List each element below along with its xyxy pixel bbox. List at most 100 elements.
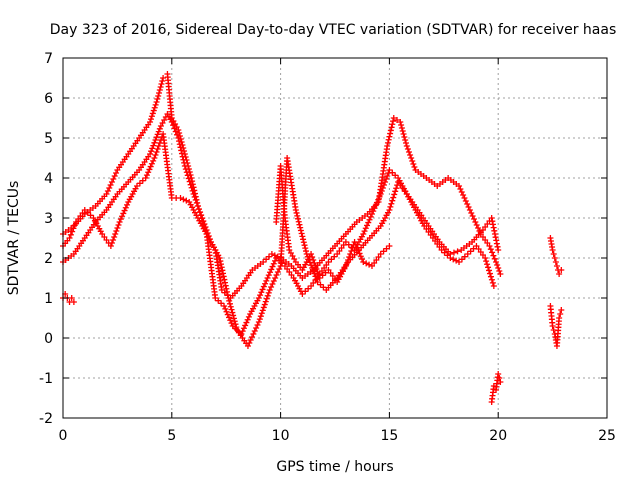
interpolated-point <box>257 292 264 299</box>
data-point <box>168 119 175 125</box>
interpolated-point <box>392 172 399 179</box>
interpolated-point <box>356 250 363 257</box>
interpolated-point <box>176 141 183 148</box>
interpolated-point <box>259 307 266 314</box>
interpolated-point <box>257 313 264 320</box>
interpolated-point <box>124 201 131 208</box>
interpolated-point <box>552 259 559 265</box>
interpolated-point <box>71 222 78 229</box>
data-point <box>386 243 393 249</box>
interpolated-point <box>491 227 498 234</box>
interpolated-point <box>265 289 272 296</box>
data-point <box>549 323 556 329</box>
data-point <box>438 247 445 253</box>
interpolated-point <box>120 210 127 217</box>
interpolated-point <box>328 256 335 263</box>
data-point <box>216 255 223 261</box>
interpolated-point <box>117 216 124 223</box>
data-point <box>316 275 323 281</box>
interpolated-point <box>136 180 143 187</box>
interpolated-point <box>300 239 307 246</box>
interpolated-point <box>367 213 374 220</box>
interpolated-point <box>441 249 448 256</box>
interpolated-point <box>258 289 265 296</box>
y-tick-label: 2 <box>44 251 53 267</box>
interpolated-point <box>260 304 267 311</box>
y-tick-label: 3 <box>44 211 53 227</box>
interpolated-point <box>557 311 564 317</box>
interpolated-point <box>222 305 229 312</box>
data-point <box>377 191 384 197</box>
interpolated-point <box>191 194 198 200</box>
interpolated-point <box>267 269 274 276</box>
interpolated-point <box>407 152 414 158</box>
interpolated-point <box>389 169 396 176</box>
x-tick-label: 10 <box>272 428 290 444</box>
interpolated-point <box>450 256 457 263</box>
interpolated-point <box>108 240 115 246</box>
interpolated-point <box>364 222 371 229</box>
interpolated-point <box>387 127 394 134</box>
interpolated-point <box>171 125 178 132</box>
interpolated-point <box>218 300 225 307</box>
interpolated-point <box>177 144 184 151</box>
interpolated-point <box>402 140 409 146</box>
interpolated-point <box>218 261 225 268</box>
data-point <box>142 175 149 181</box>
data-point <box>384 143 391 149</box>
data-point <box>153 99 160 105</box>
interpolated-point <box>239 328 246 335</box>
interpolated-point <box>388 200 395 207</box>
y-tick-label: 0 <box>44 331 53 347</box>
interpolated-point <box>305 285 312 292</box>
series-trace-e <box>273 163 393 285</box>
interpolated-point <box>302 288 309 295</box>
y-tick-label: 6 <box>44 91 53 107</box>
interpolated-point <box>295 215 302 222</box>
interpolated-point <box>293 209 300 216</box>
interpolated-point <box>110 237 117 243</box>
interpolated-point <box>228 320 235 327</box>
interpolated-point <box>375 196 382 203</box>
interpolated-point <box>470 245 477 252</box>
data-point <box>181 163 188 169</box>
interpolated-point <box>150 157 157 164</box>
interpolated-point <box>243 319 250 326</box>
interpolated-point <box>121 207 128 214</box>
interpolated-point <box>180 196 187 203</box>
interpolated-point <box>279 260 286 267</box>
data-point <box>221 303 228 309</box>
interpolated-point <box>363 260 370 267</box>
interpolated-point <box>489 221 496 228</box>
interpolated-point <box>484 261 491 268</box>
interpolated-point <box>154 131 161 138</box>
interpolated-point <box>152 152 159 158</box>
interpolated-point <box>317 281 324 288</box>
interpolated-point <box>186 178 193 185</box>
interpolated-point <box>187 181 194 188</box>
interpolated-point <box>245 313 252 320</box>
interpolated-point <box>159 78 166 84</box>
interpolated-point <box>156 87 163 93</box>
interpolated-point <box>379 185 386 191</box>
interpolated-point <box>149 145 156 152</box>
interpolated-point <box>269 263 276 270</box>
interpolated-point <box>345 257 352 263</box>
interpolated-point <box>488 276 495 283</box>
interpolated-point <box>197 209 204 215</box>
data-point <box>70 299 77 305</box>
data-point <box>68 295 75 301</box>
data-point <box>377 251 384 257</box>
interpolated-point <box>348 248 355 254</box>
interpolated-point <box>301 242 308 249</box>
interpolated-point <box>217 258 224 265</box>
interpolated-point <box>224 291 231 298</box>
interpolated-point <box>347 251 354 257</box>
data-point <box>493 259 500 265</box>
interpolated-point <box>294 212 301 219</box>
interpolated-point <box>232 325 239 332</box>
interpolated-point <box>393 185 400 192</box>
data-point <box>549 247 556 253</box>
data-point <box>497 379 504 385</box>
series-trace-f <box>488 371 504 405</box>
